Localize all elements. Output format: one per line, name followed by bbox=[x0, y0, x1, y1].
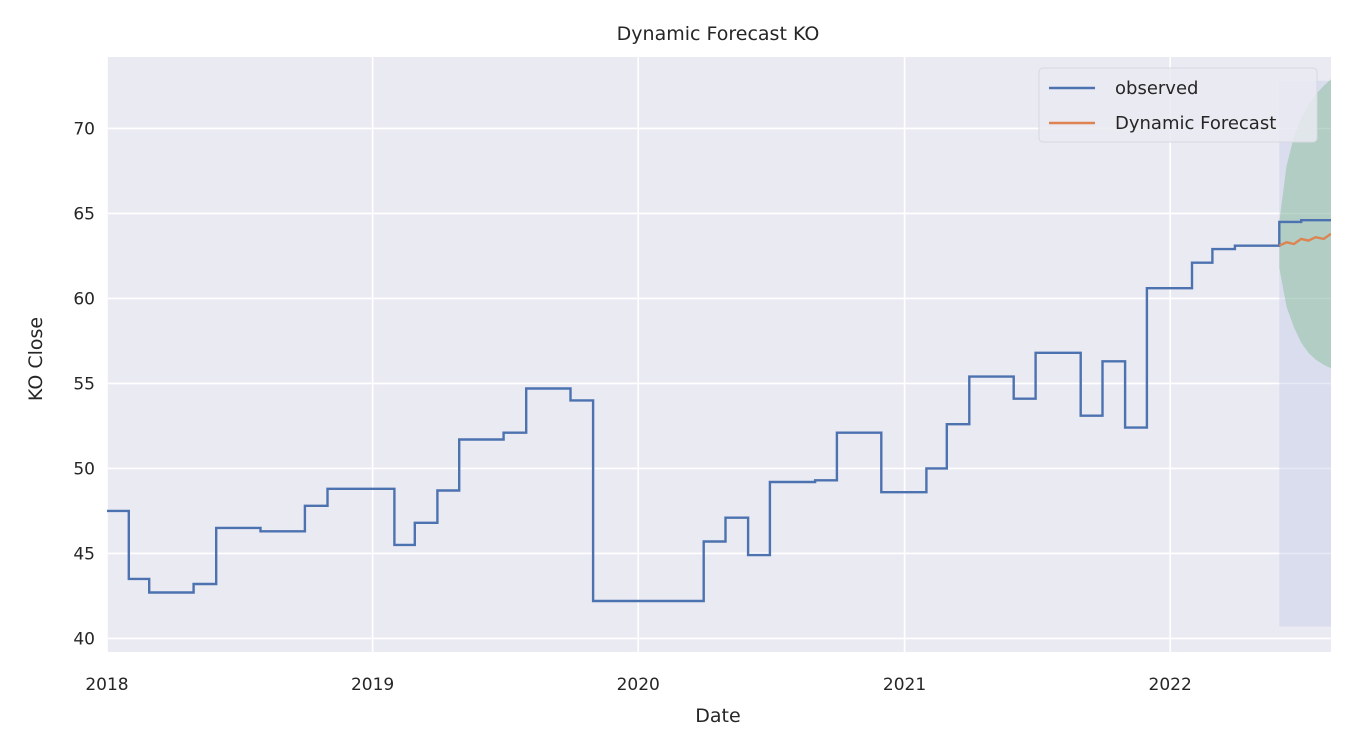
y-tick-label: 40 bbox=[73, 629, 95, 649]
y-tick-label: 65 bbox=[73, 204, 95, 224]
y-tick-label: 55 bbox=[73, 374, 95, 394]
y-tick-label: 70 bbox=[73, 119, 95, 139]
legend-box bbox=[1038, 67, 1318, 143]
confidence-interval-band bbox=[1279, 79, 1331, 369]
x-tick-label: 2019 bbox=[351, 675, 394, 695]
forecast-series-line bbox=[1278, 232, 1331, 247]
y-tick-label: 60 bbox=[73, 289, 95, 309]
legend-label: Dynamic Forecast bbox=[1115, 113, 1276, 134]
x-tick-label: 2018 bbox=[85, 675, 128, 695]
x-tick-label: 2020 bbox=[617, 675, 660, 695]
chart-title: Dynamic Forecast KO bbox=[617, 23, 820, 45]
y-tick-label: 45 bbox=[73, 544, 95, 564]
x-tick-label: 2021 bbox=[883, 675, 926, 695]
observed-series-line bbox=[107, 219, 1331, 603]
x-tick-label: 2022 bbox=[1149, 675, 1192, 695]
x-axis-label: Date bbox=[695, 705, 740, 727]
y-axis-label: KO Close bbox=[25, 317, 47, 401]
legend-label: observed bbox=[1115, 78, 1198, 99]
y-tick-label: 50 bbox=[73, 459, 95, 479]
forecast-region-shade bbox=[1279, 80, 1331, 627]
